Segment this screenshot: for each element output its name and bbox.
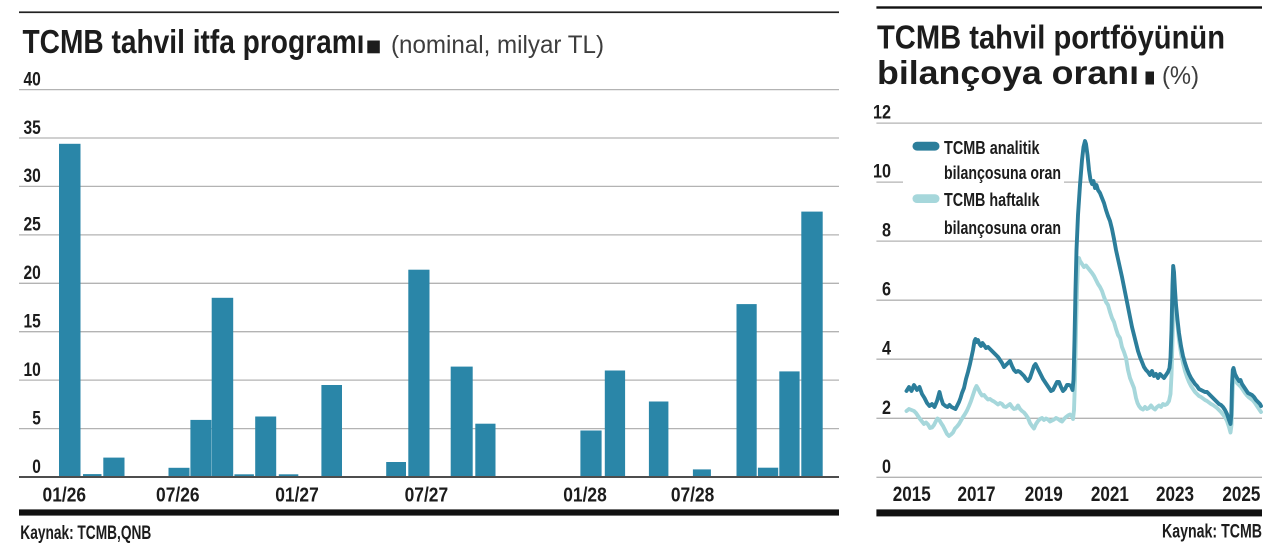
- svg-text:8: 8: [882, 221, 891, 242]
- svg-text:2025: 2025: [1222, 483, 1260, 506]
- svg-text:TCMB tahvil portföyünün: TCMB tahvil portföyünün: [877, 19, 1225, 56]
- svg-text:(%): (%): [1162, 62, 1199, 90]
- svg-text:2021: 2021: [1091, 483, 1129, 506]
- svg-text:12: 12: [873, 103, 891, 124]
- svg-text:15: 15: [24, 312, 42, 333]
- svg-text:10: 10: [873, 162, 891, 183]
- svg-text:07/28: 07/28: [671, 484, 715, 507]
- svg-text:TCMB analitik: TCMB analitik: [944, 137, 1040, 158]
- svg-text:01/26: 01/26: [43, 484, 87, 507]
- svg-text:2015: 2015: [893, 483, 931, 506]
- svg-text:bilançosuna oran: bilançosuna oran: [944, 217, 1061, 238]
- svg-text:30: 30: [24, 166, 41, 187]
- svg-text:TCMB tahvil itfa programı: TCMB tahvil itfa programı: [23, 23, 365, 60]
- svg-text:25: 25: [24, 215, 42, 236]
- svg-text:40: 40: [24, 69, 41, 90]
- svg-text:2023: 2023: [1156, 483, 1194, 506]
- svg-text:(nominal, milyar TL): (nominal, milyar TL): [391, 31, 604, 59]
- svg-text:Kaynak: TCMB: Kaynak: TCMB: [1162, 522, 1262, 543]
- svg-text:4: 4: [882, 339, 891, 360]
- svg-text:bilançoya oranı: bilançoya oranı: [877, 54, 1139, 91]
- svg-text:2017: 2017: [958, 483, 996, 506]
- svg-text:07/26: 07/26: [156, 484, 200, 507]
- svg-text:10: 10: [24, 360, 41, 381]
- svg-text:20: 20: [24, 263, 41, 284]
- svg-text:6: 6: [882, 280, 891, 301]
- svg-text:2019: 2019: [1025, 483, 1063, 506]
- svg-text:0: 0: [882, 457, 891, 478]
- svg-text:bilançosuna oran: bilançosuna oran: [944, 162, 1061, 183]
- svg-text:07/27: 07/27: [405, 484, 449, 507]
- svg-text:Kaynak: TCMB,QNB: Kaynak: TCMB,QNB: [20, 523, 151, 544]
- svg-text:TCMB haftalık: TCMB haftalık: [944, 189, 1040, 210]
- svg-text:0: 0: [32, 457, 41, 478]
- svg-text:35: 35: [24, 118, 42, 139]
- svg-text:2: 2: [882, 398, 891, 419]
- svg-text:01/27: 01/27: [275, 484, 319, 507]
- svg-text:01/28: 01/28: [563, 484, 607, 507]
- svg-text:5: 5: [32, 408, 41, 429]
